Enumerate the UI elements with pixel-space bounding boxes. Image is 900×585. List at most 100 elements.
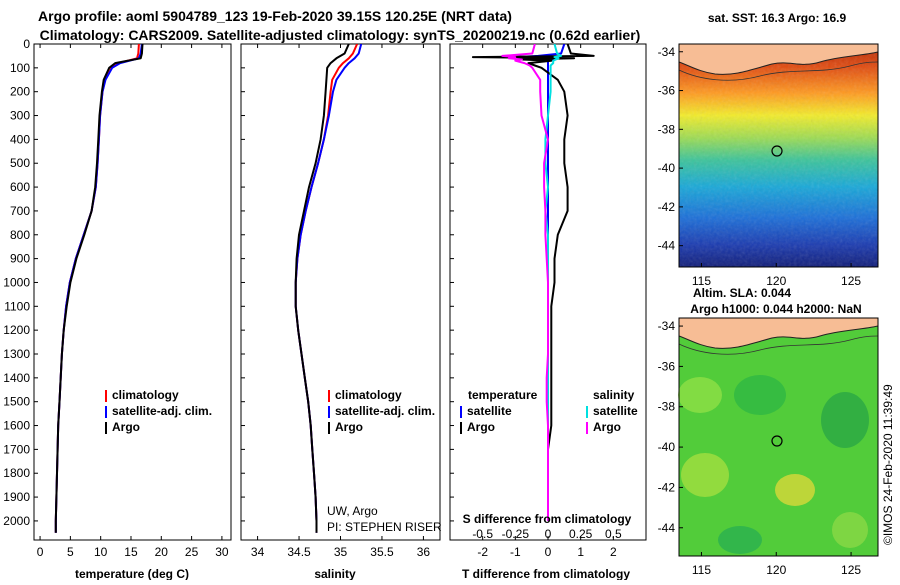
title-line-1: Argo profile: aoml 5904789_123 19-Feb-20… xyxy=(38,8,512,24)
s-diff-satellite-line xyxy=(544,44,563,521)
sla-map-ticks: 115 120 125 -34 -36 -38 -40 -42 -44 xyxy=(658,319,862,577)
depth-tick-label: 800 xyxy=(10,228,30,242)
t-diff-argo-line xyxy=(471,44,595,521)
sla-anomaly xyxy=(718,526,762,554)
x-tick-label: 25 xyxy=(185,545,199,559)
sla-frame xyxy=(678,317,879,557)
map-lat-label: -44 xyxy=(658,239,676,253)
depth-tick-label: 2000 xyxy=(3,514,30,528)
sla-map-title-1: Altim. SLA: 0.044 xyxy=(693,286,791,300)
temperature-xlabel: temperature (deg C) xyxy=(75,567,189,580)
sla-argo-position xyxy=(771,435,783,447)
sst-argo-position xyxy=(771,145,783,157)
s-tick-label: 0 xyxy=(545,527,552,541)
depth-tick-label: 1900 xyxy=(3,490,30,504)
depth-axis: 0 100 200 300 400 500 600 700 800 900 1000 1100 1200… xyxy=(3,37,454,528)
x-tick-label: 30 xyxy=(215,545,229,559)
attribution-line-2: PI: STEPHEN RISER xyxy=(327,520,442,534)
sst-map-ticks: 115 120 125 -34 -36 -38 -40 -42 -44 xyxy=(658,45,862,288)
x-tick-label: 0 xyxy=(545,545,552,559)
map-lon-label: 125 xyxy=(841,274,861,288)
depth-tick-label: 1600 xyxy=(3,419,30,433)
depth-tick-label: 1700 xyxy=(3,442,30,456)
map-lat-label: -34 xyxy=(658,45,676,59)
salinity-panel xyxy=(240,43,441,541)
x-tick-label: 15 xyxy=(124,545,138,559)
depth-tick-label: 1000 xyxy=(3,275,30,289)
map-lat-label: -40 xyxy=(658,440,676,454)
title-line-2: Climatology: CARS2009. Satellite-adjuste… xyxy=(40,27,641,43)
sla-map xyxy=(678,317,879,557)
map-lat-label: -42 xyxy=(658,200,676,214)
temperature-legend: climatology satellite-adj. clim. Argo xyxy=(105,388,212,434)
depth-tick-label: 700 xyxy=(10,204,30,218)
map-lat-label: -44 xyxy=(658,521,676,535)
attribution-line-1: UW, Argo xyxy=(327,504,378,518)
map-lat-label: -38 xyxy=(658,122,676,136)
depth-tick-label: 1200 xyxy=(3,323,30,337)
x-tick-label: 34 xyxy=(251,545,265,559)
legend-clim-label: climatology xyxy=(335,388,402,402)
sla-map-title-2: Argo h1000: 0.044 h2000: NaN xyxy=(690,302,861,316)
s-tick-label: -0.25 xyxy=(502,527,530,541)
map-lat-label: -42 xyxy=(658,480,676,494)
depth-tick-label: 1800 xyxy=(3,466,30,480)
salinity-plot xyxy=(294,44,363,533)
s-diff-argo-line xyxy=(501,44,549,521)
map-lon-label: 115 xyxy=(692,563,711,577)
legend-temperature-title: temperature xyxy=(468,388,538,402)
sla-isobath xyxy=(678,335,879,355)
axes-ticks: 0 5 10 15 20 25 30 34 34.5 35 35.5 36 -2 -1 0 1 2 -0.5 -0.… xyxy=(37,44,622,559)
difference-plot xyxy=(471,44,595,521)
x-tick-label: 2 xyxy=(610,545,617,559)
map-lon-label: 115 xyxy=(692,274,711,288)
map-lat-label: -34 xyxy=(658,319,676,333)
map-lat-label: -36 xyxy=(658,359,676,373)
depth-tick-label: 1400 xyxy=(3,371,30,385)
legend-t-satellite-label: satellite xyxy=(467,404,512,418)
salinity-legend: climatology satellite-adj. clim. Argo UW… xyxy=(327,388,442,534)
x-tick-label: 5 xyxy=(67,545,74,559)
x-tick-label: 1 xyxy=(577,545,584,559)
sst-land xyxy=(678,43,879,75)
credit-stamp: ©IMOS 24-Feb-2020 11:39:49 xyxy=(881,384,895,545)
depth-tick-label: 300 xyxy=(10,109,30,123)
difference-xlabel: T difference from climatology xyxy=(462,567,630,580)
legend-clim-label: climatology xyxy=(112,388,179,402)
temperature-plot xyxy=(54,44,144,533)
depth-tick-label: 100 xyxy=(10,61,30,75)
legend-argo-label: Argo xyxy=(112,420,140,434)
legend-salinity-title: salinity xyxy=(593,388,635,402)
depth-tick-label: 1100 xyxy=(4,299,30,313)
x-tick-label: -2 xyxy=(477,545,488,559)
depth-tick-label: 1300 xyxy=(3,347,30,361)
depth-tick-label: 900 xyxy=(10,252,30,266)
map-lon-label: 125 xyxy=(841,563,861,577)
legend-s-argo-label: Argo xyxy=(593,420,621,434)
depth-tick-label: 400 xyxy=(10,132,30,146)
sla-anomaly xyxy=(775,474,815,506)
x-tick-label: 35 xyxy=(334,545,348,559)
depth-tick-label: 500 xyxy=(10,156,30,170)
x-tick-label: 0 xyxy=(37,545,44,559)
sla-anomaly xyxy=(681,453,729,497)
sla-land xyxy=(678,317,879,349)
depth-tick-label: 1500 xyxy=(3,395,30,409)
x-tick-label: 10 xyxy=(94,545,108,559)
x-tick-label: -1 xyxy=(510,545,521,559)
sla-anomaly xyxy=(821,392,869,448)
sla-anomaly xyxy=(678,377,722,413)
legend-satclim-label: satellite-adj. clim. xyxy=(335,404,435,418)
legend-satclim-label: satellite-adj. clim. xyxy=(112,404,212,418)
sla-anomaly xyxy=(734,375,786,415)
x-tick-label: 20 xyxy=(155,545,169,559)
legend-argo-label: Argo xyxy=(335,420,363,434)
sst-map-title: sat. SST: 16.3 Argo: 16.9 xyxy=(708,11,847,25)
salinity-xlabel: salinity xyxy=(314,567,356,580)
sst-frame xyxy=(678,43,879,268)
map-lat-label: -40 xyxy=(658,161,676,175)
x-tick-label: 34.5 xyxy=(287,545,311,559)
map-lat-label: -36 xyxy=(658,84,676,98)
difference-legend: temperature satellite Argo salinity sate… xyxy=(460,388,638,434)
depth-tick-label: 600 xyxy=(10,180,30,194)
